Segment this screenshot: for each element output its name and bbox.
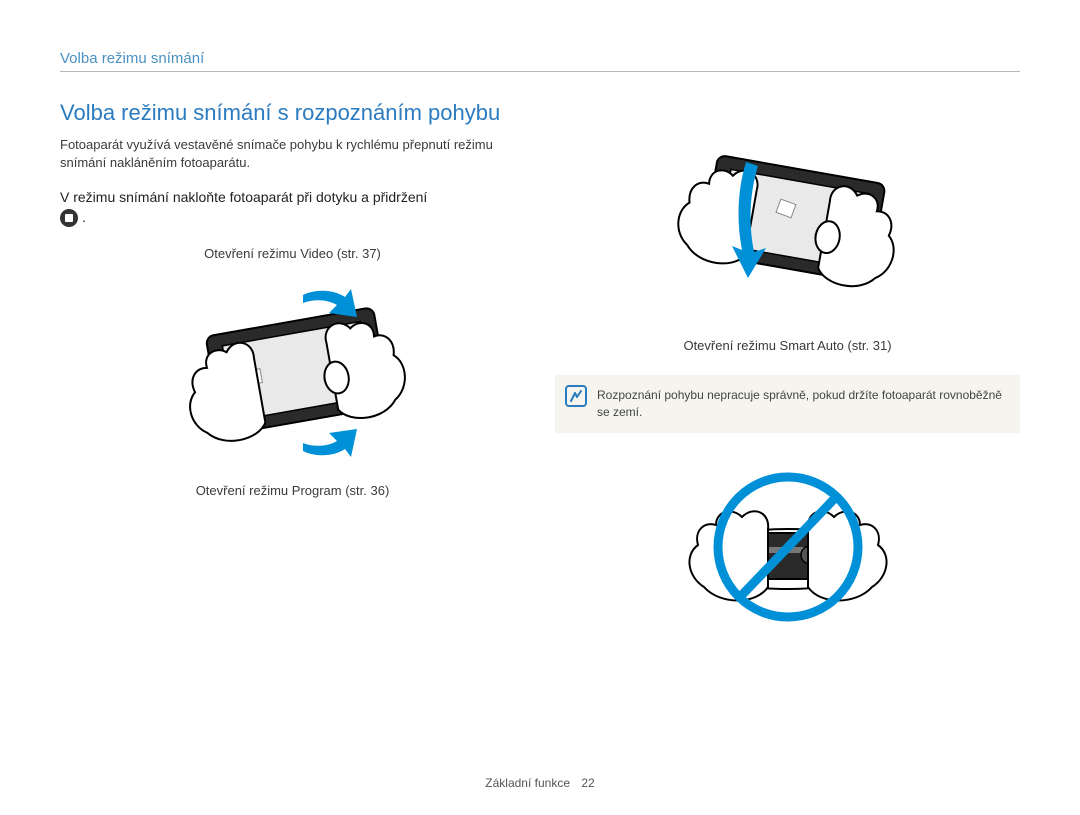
page-number: 22 <box>581 776 594 790</box>
running-title: Volba režimu snímání <box>60 50 1020 72</box>
figure-video: Otevření režimu Video (str. 37) <box>60 246 525 498</box>
mode-button-icon <box>60 209 78 227</box>
caption-video: Otevření režimu Video (str. 37) <box>60 246 525 261</box>
instruction-text-pre: V režimu snímání nakloňte fotoaparát při… <box>60 189 427 205</box>
illustration-smartauto-tilt <box>648 110 928 330</box>
figure-smart-auto: Otevření režimu Smart Auto (str. 31) <box>555 110 1020 353</box>
section-title: Volba režimu snímání s rozpoznáním pohyb… <box>60 100 525 126</box>
content-columns: Volba režimu snímání s rozpoznáním pohyb… <box>60 100 1020 637</box>
illustration-video-tilt <box>153 267 433 477</box>
intro-text: Fotoaparát využívá vestavěné snímače poh… <box>60 136 525 172</box>
instruction: V režimu snímání nakloňte fotoaparát při… <box>60 188 525 227</box>
right-column: Otevření režimu Smart Auto (str. 31) Roz… <box>555 100 1020 637</box>
note-icon <box>565 385 587 407</box>
instruction-text-post: . <box>82 209 86 225</box>
figure-prohibited <box>555 447 1020 637</box>
footer-label: Základní funkce <box>485 776 570 790</box>
page-footer: Základní funkce 22 <box>0 776 1080 790</box>
caption-smartauto: Otevření režimu Smart Auto (str. 31) <box>555 338 1020 353</box>
note-text: Rozpoznání pohybu nepracuje správně, pok… <box>597 388 1002 419</box>
note-box: Rozpoznání pohybu nepracuje správně, pok… <box>555 375 1020 433</box>
caption-program: Otevření režimu Program (str. 36) <box>60 483 525 498</box>
illustration-prohibited <box>658 447 918 637</box>
left-column: Volba režimu snímání s rozpoznáním pohyb… <box>60 100 525 637</box>
